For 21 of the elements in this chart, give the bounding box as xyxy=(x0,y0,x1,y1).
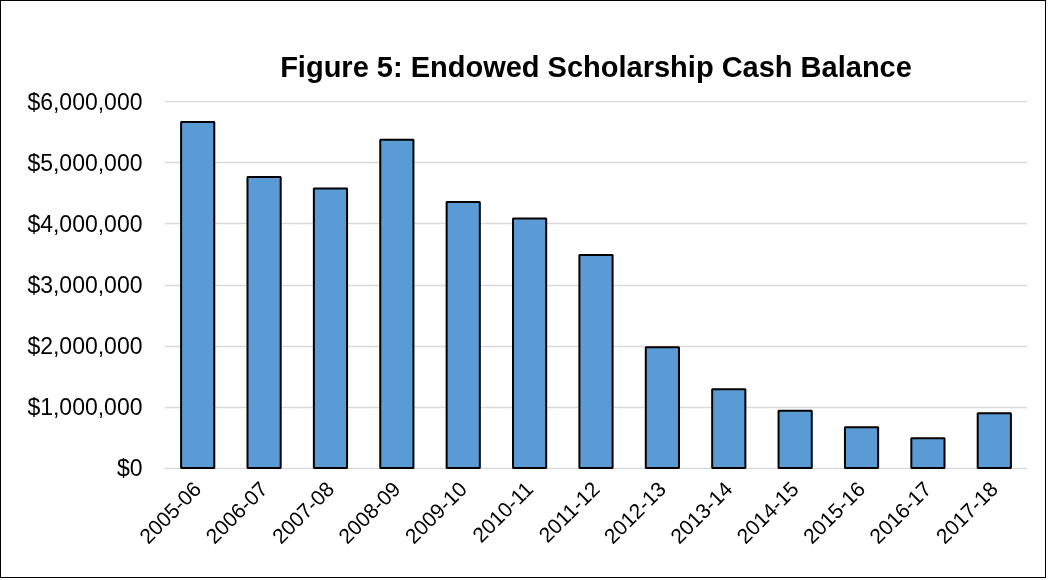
bar xyxy=(578,254,614,470)
bar xyxy=(711,388,747,470)
y-tick-label: $0 xyxy=(116,455,143,482)
bar xyxy=(379,138,415,470)
y-tick-label: $5,000,000 xyxy=(27,149,143,176)
bar xyxy=(445,201,481,470)
bar xyxy=(910,437,946,470)
bar xyxy=(843,426,880,470)
bar xyxy=(512,217,548,470)
bar xyxy=(976,412,1012,470)
y-tick-label: $6,000,000 xyxy=(27,88,143,115)
chart-title: Figure 5: Endowed Scholarship Cash Balance xyxy=(280,50,912,83)
bar xyxy=(644,346,680,470)
y-tick-label: $1,000,000 xyxy=(27,394,143,421)
y-tick-label: $3,000,000 xyxy=(27,272,143,298)
bar xyxy=(246,176,282,470)
bar xyxy=(777,409,813,470)
bar xyxy=(180,121,216,470)
y-tick-label: $2,000,000 xyxy=(27,333,143,360)
bar xyxy=(312,187,349,470)
y-tick-label: $4,000,000 xyxy=(27,210,143,237)
